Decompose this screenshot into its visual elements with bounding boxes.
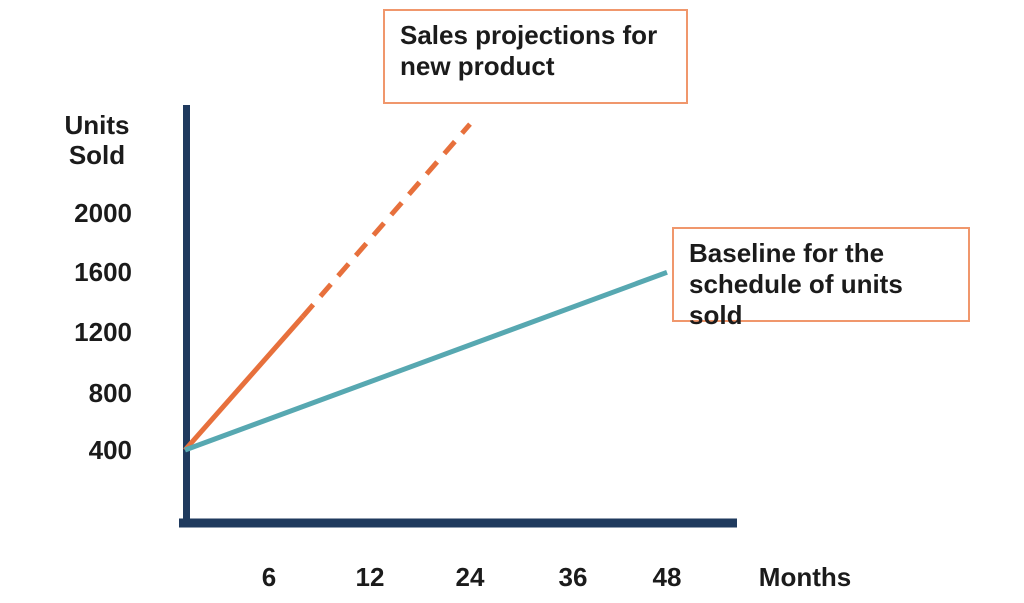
- x-tick-36: 36: [558, 562, 588, 592]
- y-axis-title-line2: Sold: [68, 140, 126, 170]
- y-tick-1600: 1600: [74, 257, 132, 287]
- callout-sales-projection-line2: new product: [400, 51, 555, 81]
- callout-baseline-line1: Baseline for the: [689, 238, 885, 268]
- x-tick-6: 6: [261, 562, 277, 592]
- callout-baseline: Baseline for the schedule of units sold: [672, 227, 970, 330]
- y-tick-400: 400: [88, 435, 132, 465]
- callout-sales-projection: Sales projections for new product: [383, 9, 688, 104]
- x-tick-24: 24: [455, 562, 485, 592]
- projection-line-solid: [183, 315, 305, 452]
- y-tick-800: 800: [88, 378, 132, 408]
- x-tick-48: 48: [652, 562, 682, 592]
- y-axis-title: Units Sold: [58, 110, 136, 170]
- baseline-line-solid: [184, 269, 668, 453]
- y-tick-1200: 1200: [74, 317, 132, 347]
- x-axis-title: Months: [758, 562, 852, 592]
- projection-line-dashed: [300, 122, 472, 319]
- callout-sales-projection-line1: Sales projections for: [400, 20, 658, 50]
- y-axis-title-line1: Units: [64, 110, 130, 140]
- x-tick-12: 12: [355, 562, 385, 592]
- y-tick-2000: 2000: [74, 198, 132, 228]
- callout-baseline-line2: schedule of units sold: [689, 269, 903, 330]
